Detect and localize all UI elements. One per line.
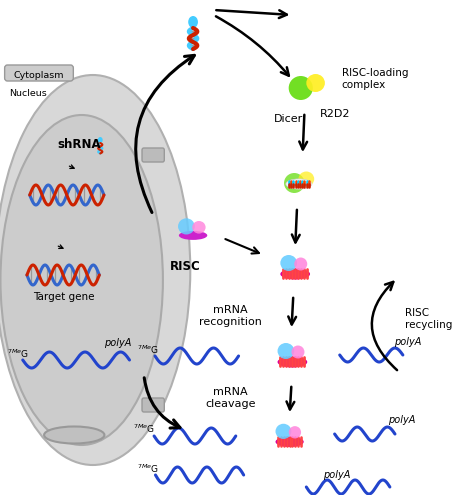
Text: $^{7Me}$G: $^{7Me}$G (137, 463, 159, 475)
FancyArrowPatch shape (372, 282, 397, 370)
Text: RISC-loading
complex: RISC-loading complex (342, 68, 408, 90)
Text: RISC: RISC (170, 260, 201, 273)
Ellipse shape (292, 346, 304, 358)
Text: polyA: polyA (323, 470, 350, 480)
Text: Nucleus: Nucleus (9, 89, 47, 98)
Ellipse shape (275, 437, 304, 447)
Ellipse shape (44, 427, 105, 444)
Ellipse shape (275, 424, 291, 439)
Text: $^{7Me}$G: $^{7Me}$G (137, 344, 159, 356)
Ellipse shape (188, 16, 198, 28)
Text: polyA: polyA (388, 415, 415, 425)
Text: Dicer: Dicer (274, 114, 303, 124)
Ellipse shape (298, 171, 314, 187)
Text: polyA: polyA (104, 338, 131, 348)
Text: Target gene: Target gene (33, 292, 95, 302)
Ellipse shape (278, 343, 294, 359)
Ellipse shape (289, 426, 301, 439)
FancyBboxPatch shape (5, 65, 73, 81)
Ellipse shape (0, 75, 190, 465)
FancyBboxPatch shape (142, 398, 164, 412)
FancyBboxPatch shape (142, 148, 164, 162)
FancyArrowPatch shape (144, 378, 180, 428)
Ellipse shape (280, 268, 310, 280)
Text: R2D2: R2D2 (320, 109, 351, 119)
Text: shRNA: shRNA (57, 138, 101, 151)
Text: polyA: polyA (394, 337, 422, 347)
Ellipse shape (178, 218, 195, 235)
Text: RISC
recycling: RISC recycling (404, 308, 452, 330)
FancyArrowPatch shape (136, 55, 194, 212)
Ellipse shape (179, 231, 207, 240)
Text: mRNA
recognition: mRNA recognition (199, 305, 262, 327)
Ellipse shape (98, 137, 103, 143)
Ellipse shape (288, 76, 313, 100)
Text: mRNA
cleavage: mRNA cleavage (205, 388, 255, 409)
Ellipse shape (286, 179, 312, 189)
Ellipse shape (280, 255, 297, 271)
Ellipse shape (306, 74, 325, 92)
Ellipse shape (294, 257, 307, 270)
Ellipse shape (192, 221, 206, 234)
Text: $^{7Me}$G: $^{7Me}$G (7, 347, 29, 360)
Ellipse shape (284, 173, 304, 193)
Ellipse shape (0, 115, 163, 445)
Text: Cytoplasm: Cytoplasm (14, 70, 64, 80)
Ellipse shape (278, 356, 307, 367)
Text: $^{7Me}$G: $^{7Me}$G (133, 423, 155, 435)
